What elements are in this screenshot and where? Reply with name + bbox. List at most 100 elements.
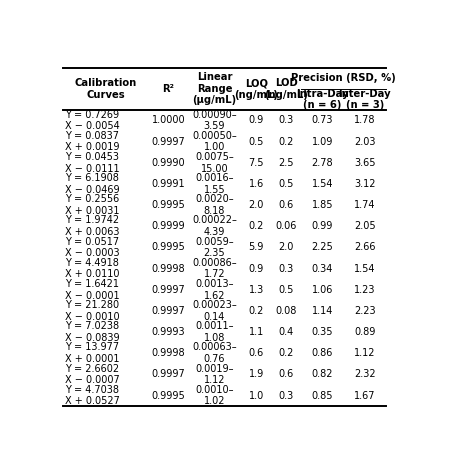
Text: 0.9998: 0.9998	[152, 348, 185, 358]
Text: Y = 2.6602
X − 0.0007: Y = 2.6602 X − 0.0007	[65, 364, 119, 385]
Text: 0.0013–
1.62: 0.0013– 1.62	[195, 279, 234, 301]
Text: 0.9993: 0.9993	[152, 327, 185, 337]
Text: 7.5: 7.5	[248, 158, 264, 168]
Text: 2.05: 2.05	[354, 221, 375, 231]
Text: Y = 0.0453
X − 0.0111: Y = 0.0453 X − 0.0111	[65, 152, 119, 173]
Text: Y = 4.7038
X + 0.0527: Y = 4.7038 X + 0.0527	[65, 385, 119, 406]
Text: 1.6: 1.6	[248, 179, 264, 189]
Text: 0.9991: 0.9991	[152, 179, 185, 189]
Text: Precision (RSD, %): Precision (RSD, %)	[291, 73, 396, 83]
Text: 1.23: 1.23	[354, 285, 375, 295]
Text: 0.9995: 0.9995	[152, 391, 185, 401]
Text: 0.9997: 0.9997	[152, 137, 185, 146]
Text: 0.5: 0.5	[279, 179, 294, 189]
Text: Y = 7.0238
X − 0.0839: Y = 7.0238 X − 0.0839	[65, 321, 119, 343]
Text: Inter-Day
(n = 3): Inter-Day (n = 3)	[338, 89, 391, 110]
Text: 2.5: 2.5	[279, 158, 294, 168]
Text: Y = 13.977
X + 0.0001: Y = 13.977 X + 0.0001	[65, 342, 119, 364]
Text: 0.9995: 0.9995	[152, 242, 185, 252]
Text: Y = 1.6421
X − 0.0001: Y = 1.6421 X − 0.0001	[65, 279, 119, 301]
Text: 0.6: 0.6	[248, 348, 264, 358]
Text: 1.12: 1.12	[354, 348, 375, 358]
Text: 2.0: 2.0	[248, 200, 264, 210]
Text: 0.6: 0.6	[279, 369, 294, 379]
Text: 1.54: 1.54	[354, 264, 375, 273]
Text: 0.5: 0.5	[248, 137, 264, 146]
Text: 2.03: 2.03	[354, 137, 375, 146]
Text: 0.0075–
15.00: 0.0075– 15.00	[195, 152, 234, 173]
Text: LOD
(ng/mL): LOD (ng/mL)	[264, 78, 308, 100]
Text: 0.0059–
2.35: 0.0059– 2.35	[195, 237, 234, 258]
Text: 0.2: 0.2	[279, 137, 294, 146]
Text: 1.78: 1.78	[354, 115, 375, 126]
Text: 1.09: 1.09	[312, 137, 333, 146]
Text: 0.00090–
3.59: 0.00090– 3.59	[192, 109, 237, 131]
Text: 0.00050–
1.00: 0.00050– 1.00	[192, 131, 237, 152]
Text: 1.74: 1.74	[354, 200, 375, 210]
Text: 1.9: 1.9	[248, 369, 264, 379]
Text: 0.9995: 0.9995	[152, 200, 185, 210]
Text: 0.3: 0.3	[279, 391, 294, 401]
Text: 0.0010–
1.02: 0.0010– 1.02	[195, 385, 234, 406]
Text: 0.82: 0.82	[312, 369, 333, 379]
Text: 0.2: 0.2	[248, 221, 264, 231]
Text: 0.4: 0.4	[279, 327, 294, 337]
Text: 0.0011–
1.08: 0.0011– 1.08	[195, 321, 234, 343]
Text: Linear
Range
(μg/mL): Linear Range (μg/mL)	[192, 72, 237, 105]
Text: 0.2: 0.2	[279, 348, 294, 358]
Text: 0.9997: 0.9997	[152, 369, 185, 379]
Text: 3.65: 3.65	[354, 158, 375, 168]
Text: 0.0020–
8.18: 0.0020– 8.18	[195, 194, 234, 216]
Text: 2.78: 2.78	[311, 158, 333, 168]
Text: 0.73: 0.73	[312, 115, 333, 126]
Text: 0.34: 0.34	[312, 264, 333, 273]
Text: Y = 0.0517
X − 0.0003: Y = 0.0517 X − 0.0003	[65, 237, 119, 258]
Text: 0.9998: 0.9998	[152, 264, 185, 273]
Text: 0.00063–
0.76: 0.00063– 0.76	[192, 342, 237, 364]
Text: 2.66: 2.66	[354, 242, 375, 252]
Text: 0.00086–
1.72: 0.00086– 1.72	[192, 258, 237, 279]
Text: Y = 0.7269
X − 0.0054: Y = 0.7269 X − 0.0054	[65, 109, 119, 131]
Text: 1.54: 1.54	[312, 179, 333, 189]
Text: 1.3: 1.3	[248, 285, 264, 295]
Text: 2.25: 2.25	[311, 242, 333, 252]
Text: 2.23: 2.23	[354, 306, 375, 316]
Text: 1.0: 1.0	[248, 391, 264, 401]
Text: 0.9: 0.9	[248, 115, 264, 126]
Text: 5.9: 5.9	[248, 242, 264, 252]
Text: 0.0016–
1.55: 0.0016– 1.55	[195, 173, 234, 195]
Text: 0.89: 0.89	[354, 327, 375, 337]
Text: 0.6: 0.6	[279, 200, 294, 210]
Text: 1.0000: 1.0000	[152, 115, 185, 126]
Text: 1.14: 1.14	[312, 306, 333, 316]
Text: 0.35: 0.35	[312, 327, 333, 337]
Text: 0.9997: 0.9997	[152, 306, 185, 316]
Text: Y = 0.0837
X + 0.0019: Y = 0.0837 X + 0.0019	[65, 131, 119, 152]
Text: 1.85: 1.85	[312, 200, 333, 210]
Text: 0.3: 0.3	[279, 264, 294, 273]
Text: 0.85: 0.85	[312, 391, 333, 401]
Text: LOQ
(ng/mL): LOQ (ng/mL)	[234, 78, 278, 100]
Text: Y = 21.280
X − 0.0010: Y = 21.280 X − 0.0010	[65, 300, 119, 322]
Text: 1.67: 1.67	[354, 391, 375, 401]
Text: Intra-Day
(n = 6): Intra-Day (n = 6)	[296, 89, 349, 110]
Text: 0.9997: 0.9997	[152, 285, 185, 295]
Text: Y = 4.4918
X + 0.0110: Y = 4.4918 X + 0.0110	[65, 258, 119, 279]
Text: 0.00022–
4.39: 0.00022– 4.39	[192, 215, 237, 237]
Text: 0.5: 0.5	[279, 285, 294, 295]
Text: 0.00023–
0.14: 0.00023– 0.14	[192, 300, 237, 322]
Text: 1.1: 1.1	[248, 327, 264, 337]
Text: 1.06: 1.06	[312, 285, 333, 295]
Text: Y = 0.2556
X + 0.0031: Y = 0.2556 X + 0.0031	[65, 194, 119, 216]
Text: 0.9: 0.9	[248, 264, 264, 273]
Text: Calibration
Curves: Calibration Curves	[75, 78, 137, 100]
Text: Y = 1.9742
X + 0.0063: Y = 1.9742 X + 0.0063	[65, 215, 119, 237]
Text: 3.12: 3.12	[354, 179, 375, 189]
Text: Y = 6.1908
X − 0.0469: Y = 6.1908 X − 0.0469	[65, 173, 119, 195]
Text: 2.0: 2.0	[279, 242, 294, 252]
Text: 0.86: 0.86	[312, 348, 333, 358]
Text: 0.0019–
1.12: 0.0019– 1.12	[195, 364, 234, 385]
Text: 0.3: 0.3	[279, 115, 294, 126]
Text: 2.32: 2.32	[354, 369, 375, 379]
Text: 0.9999: 0.9999	[152, 221, 185, 231]
